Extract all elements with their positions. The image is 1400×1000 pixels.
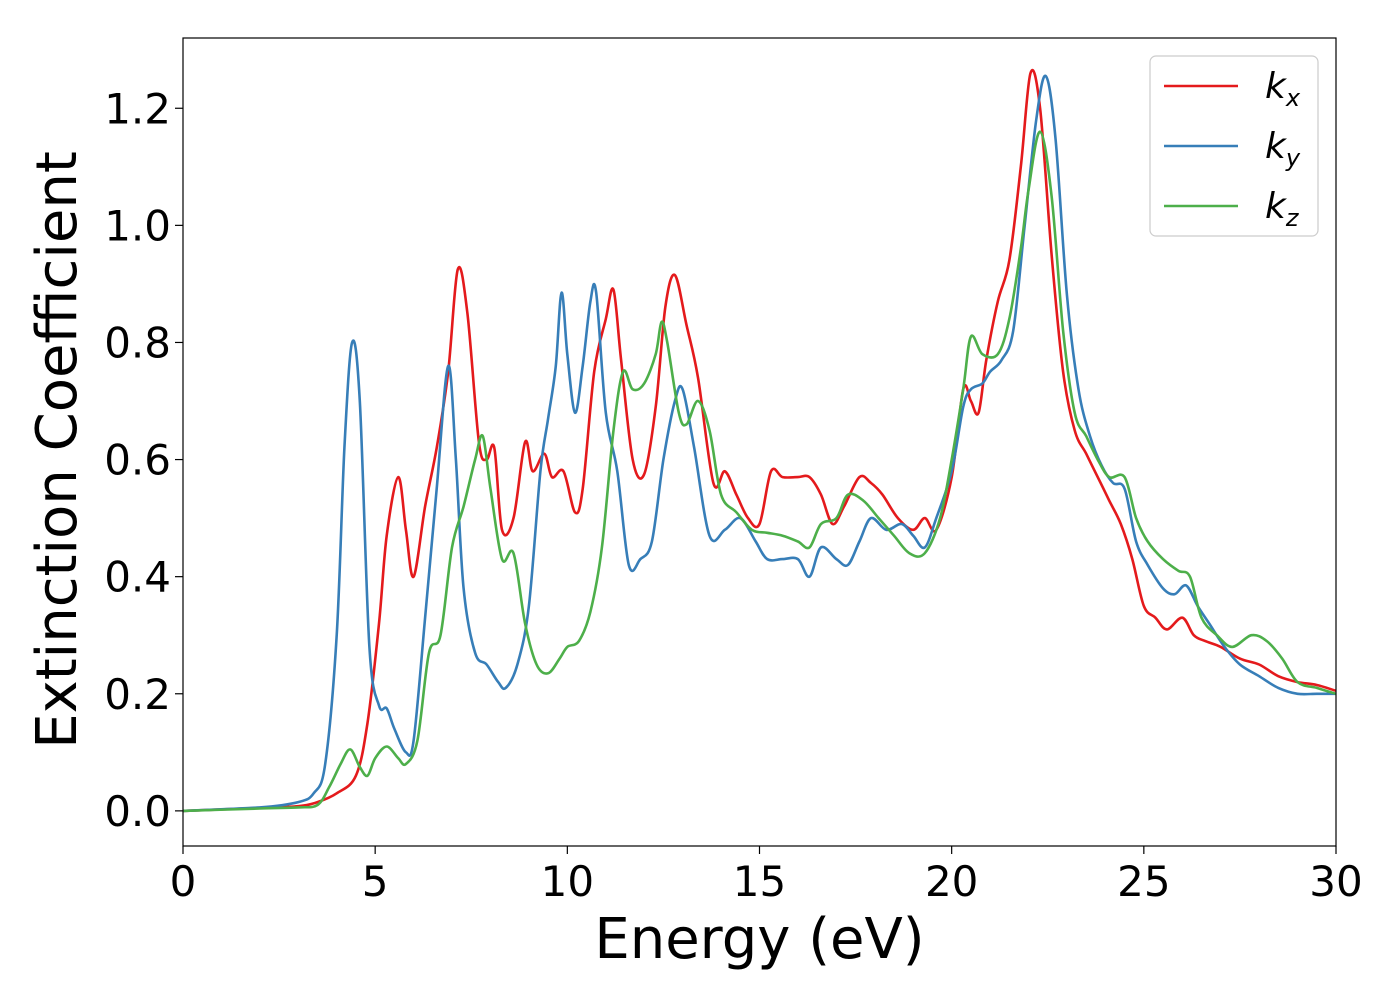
y-tick-label: 0.2: [104, 670, 171, 719]
y-tick-label: 1.2: [104, 84, 171, 133]
series-layer: [183, 68, 1336, 813]
y-axis-label: Extinction Coefficient: [25, 151, 90, 749]
y-tick-label: 0.0: [104, 787, 171, 836]
x-tick-label: 25: [1117, 857, 1170, 906]
x-axis-ticks: 0 5 10 15 20 25 30: [170, 846, 1363, 906]
series-line-kz: [183, 130, 1336, 813]
legend-label-y: ky: [1265, 126, 1301, 172]
y-axis-ticks: 0.0 0.2 0.4 0.6 0.8 1.0 1.2: [104, 84, 183, 836]
series-line-ky: [183, 74, 1336, 813]
series-line-kx: [183, 68, 1336, 813]
legend-label-x: kx: [1265, 66, 1301, 112]
x-tick-label: 0: [170, 857, 197, 906]
y-tick-label: 0.8: [104, 318, 171, 367]
y-tick-label: 0.4: [104, 553, 171, 602]
x-axis-label: Energy (eV): [594, 907, 924, 972]
y-tick-label: 0.6: [104, 436, 171, 485]
y-tick-label: 1.0: [104, 201, 171, 250]
x-tick-label: 5: [362, 857, 389, 906]
x-tick-label: 20: [925, 857, 978, 906]
x-tick-label: 10: [541, 857, 594, 906]
legend-label-z: kz: [1265, 186, 1300, 232]
x-tick-label: 15: [733, 857, 786, 906]
legend: kx ky kz: [1149, 55, 1319, 237]
x-tick-label: 30: [1309, 857, 1362, 906]
